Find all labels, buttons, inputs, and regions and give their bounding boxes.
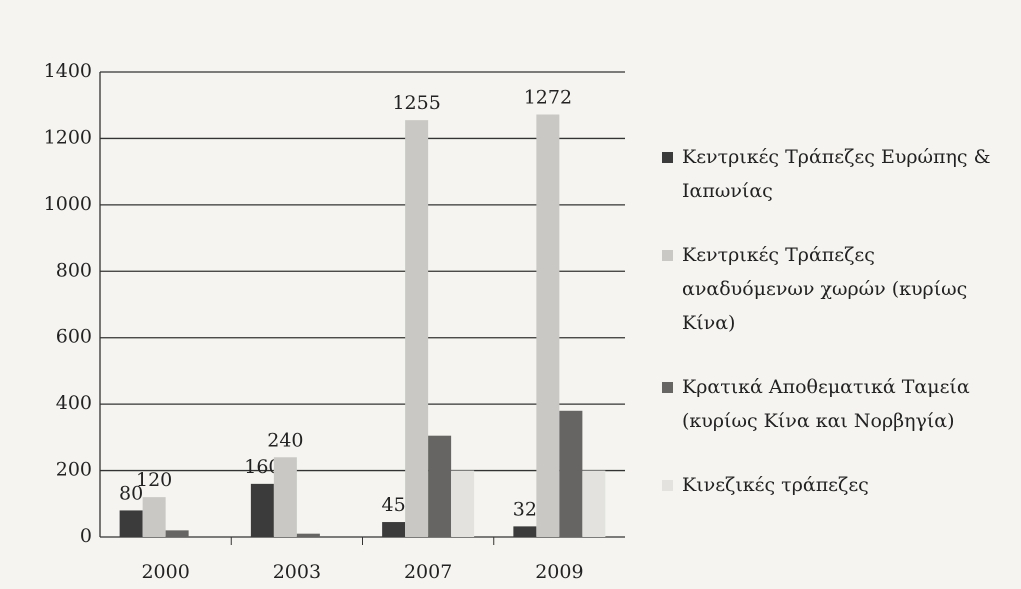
data-label: 45 <box>382 494 406 516</box>
bar <box>451 470 475 537</box>
x-tick-label: 2007 <box>404 561 452 583</box>
legend: Κεντρικές Τράπεζες Ευρώπης & Ιαπωνίας Κεν… <box>662 140 1002 532</box>
bar <box>405 120 429 538</box>
x-tick-label: 2003 <box>273 561 321 583</box>
data-label: 1255 <box>392 92 440 114</box>
x-tick-label: 2000 <box>141 561 189 583</box>
legend-label: Κεντρικές Τράπεζες αναδυόμενων χωρών (κυ… <box>682 244 968 334</box>
legend-item: Κεντρικές Τράπεζες αναδυόμενων χωρών (κυ… <box>662 238 1002 340</box>
data-label: 120 <box>136 469 172 491</box>
y-tick-label: 0 <box>80 525 92 547</box>
legend-swatch <box>662 382 673 393</box>
bar <box>513 526 537 537</box>
bar <box>119 510 143 537</box>
bar <box>250 483 274 537</box>
y-tick-label: 800 <box>56 259 92 281</box>
data-label: 160 <box>244 456 280 478</box>
bar <box>296 533 320 537</box>
x-tick-label: 2009 <box>535 561 583 583</box>
legend-label: Κεντρικές Τράπεζες Ευρώπης & Ιαπωνίας <box>682 146 991 202</box>
legend-label: Κινεζικές τράπεζες <box>682 474 869 496</box>
legend-item: Κρατικά Αποθεματικά Ταμεία (κυρίως Κίνα … <box>662 370 1002 438</box>
legend-item: Κεντρικές Τράπεζες Ευρώπης & Ιαπωνίας <box>662 140 1002 208</box>
bar <box>428 435 452 537</box>
bar <box>582 470 606 537</box>
bar <box>165 530 189 537</box>
legend-swatch <box>662 152 673 163</box>
y-tick-label: 400 <box>56 392 92 414</box>
legend-item: Κινεζικές τράπεζες <box>662 468 1002 502</box>
data-label: 240 <box>267 429 303 451</box>
data-label: 1272 <box>524 87 572 109</box>
bar <box>559 410 583 537</box>
data-label: 32 <box>513 498 537 520</box>
y-tick-label: 1400 <box>44 60 92 82</box>
bar <box>142 497 166 537</box>
y-tick-label: 1200 <box>44 126 92 148</box>
legend-swatch <box>662 250 673 261</box>
bar <box>382 522 406 537</box>
data-label: 80 <box>119 482 143 504</box>
y-tick-label: 1000 <box>44 193 92 215</box>
bar <box>536 114 560 537</box>
y-tick-label: 600 <box>56 326 92 348</box>
legend-label: Κρατικά Αποθεματικά Ταμεία (κυρίως Κίνα … <box>682 376 970 432</box>
bar <box>273 457 297 537</box>
y-tick-label: 200 <box>56 459 92 481</box>
legend-swatch <box>662 480 673 491</box>
